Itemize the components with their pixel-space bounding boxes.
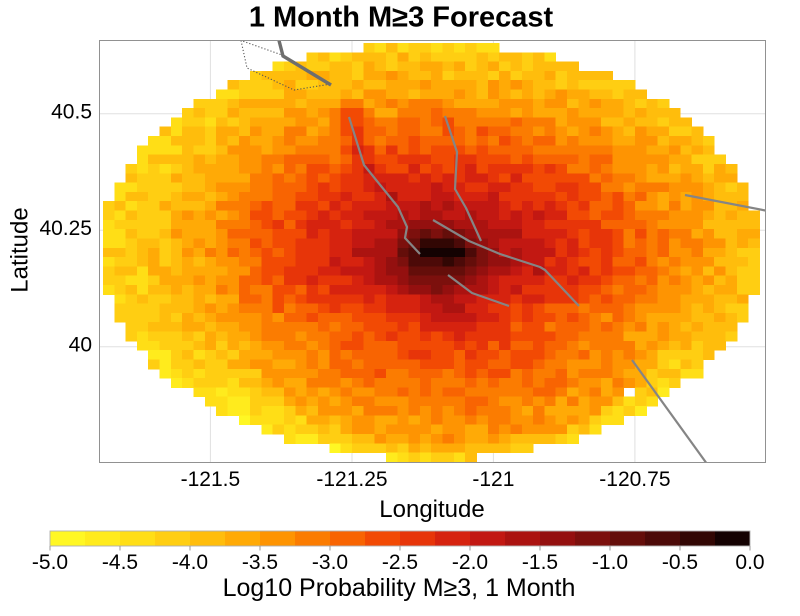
- svg-text:-4.5: -4.5: [102, 551, 138, 574]
- svg-text:-3.0: -3.0: [312, 551, 348, 574]
- svg-text:-120.75: -120.75: [599, 468, 670, 491]
- svg-text:0.0: 0.0: [735, 551, 764, 574]
- svg-text:-2.0: -2.0: [452, 551, 488, 574]
- svg-text:-3.5: -3.5: [242, 551, 278, 574]
- svg-text:-121: -121: [472, 468, 514, 491]
- svg-text:-121.5: -121.5: [181, 468, 241, 491]
- svg-text:-4.0: -4.0: [172, 551, 208, 574]
- svg-text:Latitude: Latitude: [7, 207, 34, 292]
- svg-text:40.5: 40.5: [51, 101, 92, 124]
- svg-text:-0.5: -0.5: [662, 551, 698, 574]
- svg-text:40: 40: [69, 334, 92, 357]
- svg-text:1 Month M≥3 Forecast: 1 Month M≥3 Forecast: [249, 2, 554, 34]
- svg-text:-1.0: -1.0: [592, 551, 628, 574]
- svg-text:-121.25: -121.25: [316, 468, 387, 491]
- svg-text:Longitude: Longitude: [379, 496, 484, 523]
- svg-text:-5.0: -5.0: [32, 551, 68, 574]
- svg-text:Log10 Probability M≥3, 1 Month: Log10 Probability M≥3, 1 Month: [223, 574, 576, 602]
- svg-text:40.25: 40.25: [39, 217, 92, 240]
- svg-text:-2.5: -2.5: [382, 551, 418, 574]
- svg-text:-1.5: -1.5: [522, 551, 558, 574]
